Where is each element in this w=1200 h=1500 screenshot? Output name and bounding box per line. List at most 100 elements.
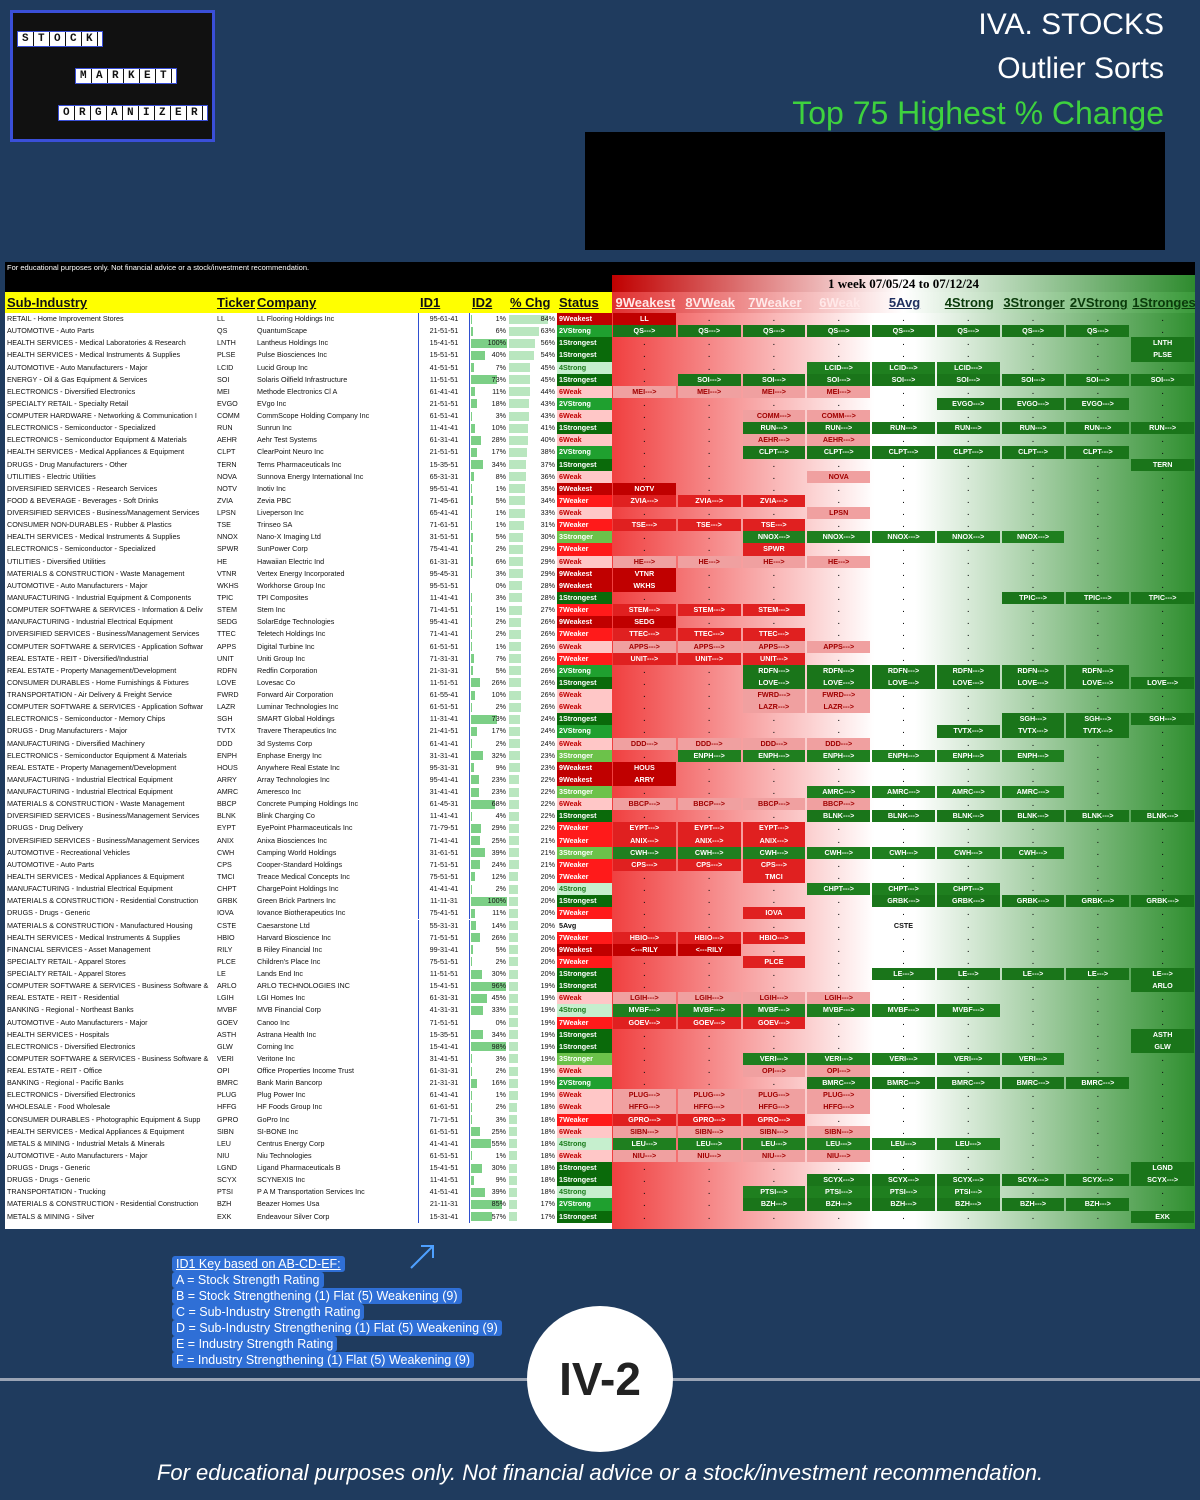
grid-cell: . (1096, 750, 1099, 760)
grid-cell: . (1032, 386, 1035, 396)
grid-cell: . (837, 605, 840, 615)
grid-cell: . (772, 314, 775, 323)
ticker: OPI (217, 1066, 230, 1076)
grid-cell: . (1161, 435, 1164, 445)
ticker: FWRD (217, 690, 239, 700)
grid-cell: . (708, 544, 711, 554)
grid-cell: TPIC---> (1001, 591, 1065, 605)
grid-cell: . (1032, 944, 1035, 954)
grid-cell: . (772, 483, 775, 493)
grid-cell: LGND (1131, 1162, 1194, 1175)
grid-cell: TSE---> (677, 519, 741, 532)
grid-cell: RDFN---> (1066, 664, 1130, 677)
grid-cell: . (1096, 859, 1099, 869)
pct-change: 19% (540, 1029, 555, 1039)
ticker: PLCE (217, 956, 236, 966)
status: 7Weaker (557, 931, 612, 944)
grid-cell: . (967, 993, 970, 1003)
grid-cell: LAZR---> (742, 701, 806, 714)
grid-cell: . (902, 859, 905, 869)
id1: 61-51-51 (418, 640, 470, 653)
data-bar (509, 447, 527, 457)
status: 1Strongest (557, 1162, 612, 1175)
grid-cell: SOI---> (1066, 373, 1130, 386)
sub-industry: DIVERSIFIED SERVICES - Business/Manageme… (7, 629, 200, 639)
company: Redfin Corporation (257, 665, 318, 675)
status: 7Weaker (557, 543, 612, 556)
grid-cell: . (1032, 435, 1035, 445)
grid-cell: LOVE---> (1066, 676, 1130, 690)
id2: 1% (495, 508, 506, 518)
id2: 23% (491, 787, 506, 797)
ticker: LPSN (217, 508, 236, 518)
status: 7Weaker (557, 652, 612, 665)
ticker: GLW (217, 1041, 233, 1051)
pct-change: 17% (540, 1199, 555, 1209)
grid-cell: . (1096, 483, 1099, 493)
data-bar (471, 532, 473, 542)
id1: 11-41-41 (418, 422, 470, 435)
grid-cell: . (1032, 823, 1035, 833)
data-bar (509, 642, 522, 651)
grid-cell: . (902, 592, 905, 602)
company: Travere Therapeutics Inc (257, 726, 337, 736)
grid-cell: . (708, 617, 711, 627)
key-line: E = Industry Strength Rating (172, 1336, 338, 1352)
grid-cell: . (1096, 762, 1099, 772)
id1: 15-35-51 (418, 1028, 470, 1041)
company: Bank Marin Bancorp (257, 1078, 323, 1088)
status: 7Weaker (557, 858, 612, 871)
sub-industry: MANUFACTURING - Industrial Electrical Eq… (7, 884, 173, 894)
id1: 61-51-51 (418, 701, 470, 714)
grid-cell: . (1032, 690, 1035, 700)
id2: 1% (495, 641, 506, 651)
column-header: % Chg (510, 295, 551, 310)
ticker: HOUS (217, 762, 238, 772)
grid-cell: . (1161, 908, 1164, 918)
grid-cell: . (837, 1017, 840, 1027)
grid-cell: . (772, 471, 775, 481)
grid-cell: . (967, 520, 970, 530)
status: 3Stronger (557, 786, 612, 799)
data-bar (471, 1139, 491, 1149)
id1: 61-31-41 (418, 434, 470, 447)
data-bar (509, 484, 526, 494)
id2: 3% (495, 1053, 506, 1063)
grid-cell: . (1096, 568, 1099, 578)
ticker: TMCI (217, 871, 235, 881)
grid-cell: NIU---> (677, 1149, 741, 1163)
data-bar (509, 423, 529, 433)
data-bar (509, 969, 519, 979)
company: EVgo Inc (257, 398, 287, 408)
company: Hawaiian Electric Ind (257, 556, 325, 566)
grid-cell: . (1161, 520, 1164, 530)
company: SI-BONE Inc (257, 1126, 299, 1136)
grid-cell: . (902, 338, 905, 348)
data-bar (509, 1199, 517, 1209)
id2: 3% (495, 411, 506, 421)
grid-cell: LGIH---> (807, 992, 871, 1005)
data-bar (509, 1054, 518, 1064)
grid-cell: . (902, 1090, 905, 1100)
company: Ligand Pharmaceuticals B (257, 1163, 341, 1173)
grid-cell: . (643, 702, 646, 712)
pct-change: 22% (540, 787, 555, 797)
id2: 10% (491, 690, 506, 700)
grid-cell: . (643, 896, 646, 906)
grid-cell: . (1032, 774, 1035, 784)
company: Forward Air Corporation (257, 690, 334, 700)
grid-cell: . (837, 896, 840, 906)
grid-cell: . (1032, 1005, 1035, 1015)
pct-change: 20% (540, 871, 555, 881)
data-bar (509, 1163, 518, 1173)
data-bar (471, 739, 472, 749)
data-bar (509, 1151, 518, 1161)
grid-cell: . (1096, 459, 1099, 469)
status: 1Strongest (557, 373, 612, 386)
id1: 15-41-51 (418, 980, 470, 993)
data-bar (509, 1090, 518, 1100)
grid-cell: . (1161, 799, 1164, 809)
grid-cell: . (967, 956, 970, 966)
id1: 15-35-51 (418, 458, 470, 471)
grid-cell: TSE---> (742, 519, 806, 532)
